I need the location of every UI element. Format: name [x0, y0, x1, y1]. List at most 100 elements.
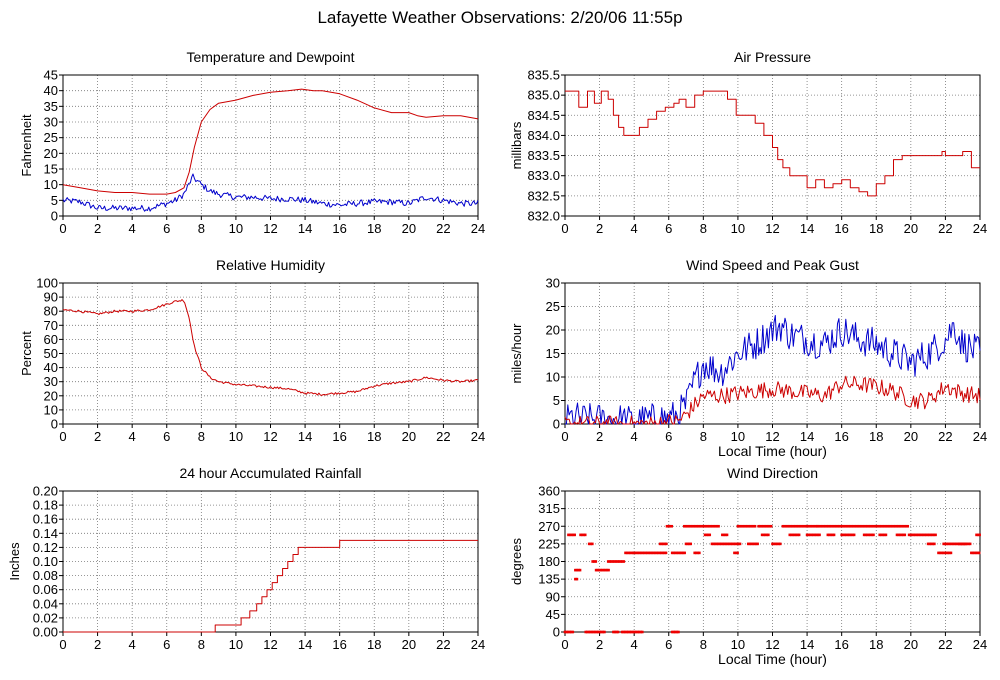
direction-point [869, 524, 872, 528]
direction-point [668, 524, 672, 528]
direction-point [611, 560, 615, 563]
direction-point [898, 533, 902, 537]
x-tick-label: 6 [665, 221, 672, 236]
direction-point [884, 533, 888, 537]
direction-point [707, 524, 711, 528]
y-tick-label: 0.08 [33, 568, 58, 583]
direction-point [680, 551, 683, 555]
y-tick-label: 20 [546, 323, 560, 338]
direction-point [600, 630, 603, 634]
direction-point [750, 542, 753, 546]
direction-point [954, 542, 958, 546]
y-axis-label: degrees [509, 538, 524, 585]
x-tick-label: 22 [938, 429, 952, 444]
direction-point [625, 630, 629, 634]
direction-point [593, 630, 597, 634]
direction-point [931, 542, 935, 546]
direction-point [895, 524, 899, 528]
direction-point [722, 533, 726, 537]
direction-point [898, 524, 902, 528]
direction-point [976, 551, 979, 555]
direction-point [968, 542, 972, 546]
x-tick-label: 12 [263, 221, 277, 236]
direction-point [589, 630, 592, 634]
direction-point [670, 524, 673, 528]
x-tick-label: 24 [471, 429, 485, 444]
direction-point [594, 568, 598, 572]
x-axis-label: Local Time (hour) [718, 651, 827, 667]
direction-point [850, 524, 853, 528]
y-tick-label: 834.5 [527, 108, 560, 123]
direction-point [615, 630, 618, 634]
series-line-pressure-0 [565, 90, 980, 197]
y-tick-label: 30 [44, 115, 58, 130]
direction-point [903, 524, 906, 528]
direction-point [696, 551, 700, 555]
direction-point [867, 533, 871, 537]
direction-point [626, 630, 630, 634]
x-tick-label: 2 [94, 637, 101, 652]
direction-point [778, 542, 782, 546]
direction-point [813, 533, 817, 537]
direction-point [727, 542, 731, 546]
direction-point [766, 524, 770, 528]
x-tick-label: 8 [198, 221, 205, 236]
direction-point [820, 524, 824, 528]
direction-point [681, 551, 685, 555]
direction-point [729, 542, 732, 546]
direction-point [878, 524, 882, 528]
direction-point [901, 524, 905, 528]
direction-point [920, 533, 923, 537]
x-tick-label: 10 [731, 429, 745, 444]
direction-point [832, 533, 836, 537]
direction-point [704, 524, 708, 528]
x-tick-label: 6 [665, 429, 672, 444]
direction-point [715, 542, 718, 546]
direction-point [640, 630, 644, 634]
direction-point [748, 542, 752, 546]
direction-point [670, 630, 674, 634]
direction-point [622, 560, 626, 563]
x-axis-label: Local Time (hour) [718, 443, 827, 459]
x-tick-label: 16 [332, 221, 346, 236]
x-tick-label: 10 [229, 637, 243, 652]
direction-point [587, 630, 591, 634]
direction-point [758, 524, 762, 528]
direction-point [964, 542, 967, 546]
direction-point [973, 551, 976, 555]
direction-point [831, 533, 834, 537]
direction-point [774, 542, 777, 546]
y-tick-label: 40 [44, 83, 58, 98]
direction-point [607, 568, 610, 572]
y-tick-label: 35 [44, 99, 58, 114]
direction-point [798, 524, 802, 528]
direction-point [627, 551, 630, 555]
x-tick-label: 16 [332, 429, 346, 444]
direction-point [873, 524, 877, 528]
direction-point [677, 551, 680, 555]
direction-point [706, 533, 710, 537]
direction-point [875, 524, 878, 528]
y-tick-label: 0 [553, 625, 560, 640]
x-tick-label: 4 [129, 637, 136, 652]
y-axis-label: miles/hour [509, 323, 524, 384]
y-tick-label: 20 [44, 146, 58, 161]
direction-point [632, 551, 635, 555]
direction-point [635, 551, 638, 555]
series-line-humidity-0 [62, 299, 479, 396]
direction-point [816, 524, 819, 528]
direction-point [976, 533, 980, 537]
direction-point [757, 524, 760, 528]
direction-point [608, 560, 612, 563]
y-tick-label: 30 [44, 374, 58, 389]
x-tick-label: 24 [973, 429, 987, 444]
direction-point [689, 542, 693, 546]
direction-point [762, 533, 765, 537]
direction-point [879, 533, 883, 537]
direction-point [589, 542, 593, 546]
direction-point [634, 630, 638, 634]
direction-point [686, 524, 689, 528]
